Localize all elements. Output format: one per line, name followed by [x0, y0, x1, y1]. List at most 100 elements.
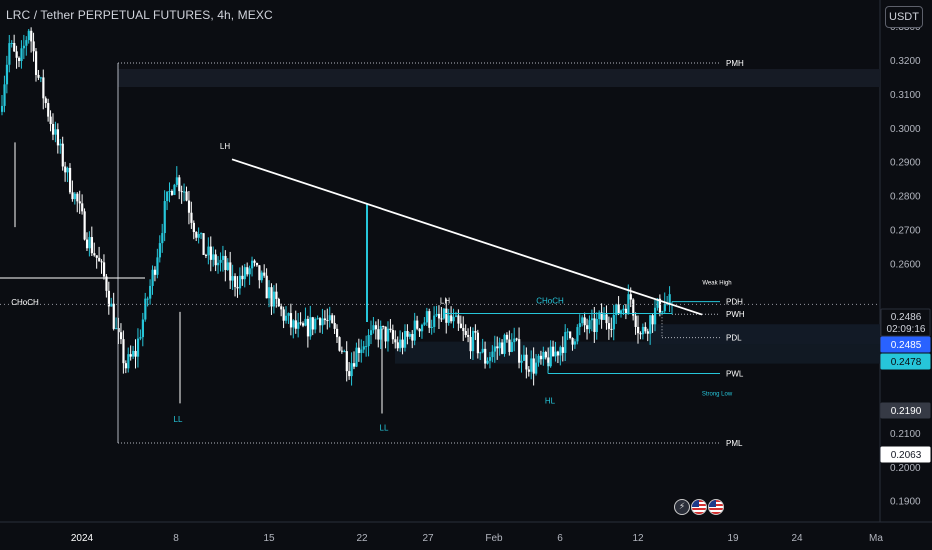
candle-body [571, 338, 574, 345]
level-label-pdh: PDH [726, 298, 743, 307]
candle-body [156, 257, 159, 275]
candle-body [428, 311, 431, 328]
candle-body [180, 191, 183, 193]
candle-body [593, 318, 596, 333]
candle-body [624, 308, 628, 315]
us-flag-icon[interactable] [691, 499, 707, 515]
candle-body [622, 308, 625, 311]
candle-body [343, 351, 346, 353]
key-levels: PMH PDH PWH PDL PWL PML [118, 59, 745, 448]
candle-body [20, 48, 23, 62]
candle-body [649, 315, 652, 334]
flash-icon[interactable]: ⚡ [674, 499, 690, 515]
candle-body [85, 239, 89, 249]
candle-body [437, 313, 441, 319]
candle-body [488, 357, 492, 361]
candle-body [637, 326, 640, 334]
candle-body [166, 191, 169, 202]
candle-body [447, 315, 450, 323]
candle-body [81, 203, 84, 212]
annotation-lh: LH [440, 296, 450, 305]
candle-body [163, 201, 166, 234]
candle-body [508, 339, 511, 352]
candle-body [617, 304, 620, 315]
price-tag-value: 0.2485 [891, 340, 922, 351]
candle-body [292, 320, 295, 328]
candle-body [556, 351, 560, 356]
candle-body [110, 303, 113, 307]
price-tag-bg [880, 402, 931, 419]
candle-body [641, 326, 645, 335]
candle-body [314, 319, 317, 330]
candle-body [119, 332, 123, 340]
candle-body [285, 315, 288, 321]
candle-body [644, 326, 647, 332]
time-tick-label: 15 [263, 533, 275, 544]
candle-body [277, 298, 280, 307]
candle-body [117, 328, 120, 333]
candle-body [615, 304, 618, 316]
price-tag: 0.2485 [880, 336, 931, 353]
price-tick-label: 0.3200 [890, 56, 921, 67]
candle-body [37, 74, 40, 78]
time-tick-label: 12 [632, 533, 644, 544]
candle-body [49, 116, 52, 125]
candle-body [158, 243, 161, 258]
us-flag-icon[interactable] [708, 499, 724, 515]
candle-body [498, 342, 501, 349]
candle-body [47, 103, 50, 117]
candle-body [471, 331, 475, 352]
price-tick-label: 0.3100 [890, 90, 921, 101]
candle-body [445, 308, 448, 323]
price-tag: 0.2190 [880, 402, 931, 419]
footer-badges: ⚡ [674, 499, 724, 515]
candle-body [83, 211, 86, 240]
candle-body [569, 331, 572, 339]
candle-body [510, 342, 513, 352]
candle-body [406, 331, 409, 337]
candle-body [386, 328, 390, 342]
candle-body [382, 326, 385, 328]
candle-body [452, 316, 455, 322]
candle-body [379, 326, 382, 340]
currency-button[interactable]: USDT [885, 6, 923, 28]
candle-body [78, 201, 81, 204]
candle-body [100, 261, 103, 263]
candle-body [481, 348, 484, 353]
candle-body [105, 276, 108, 291]
price-tick-label: 0.2900 [890, 158, 921, 169]
candle-body [112, 303, 115, 329]
candle-body [520, 360, 523, 363]
level-label-pml: PML [726, 439, 743, 448]
candle-body [185, 191, 188, 201]
candle-body [440, 318, 443, 320]
candle-body [265, 275, 268, 299]
candle-body [136, 338, 140, 357]
trendline [231, 158, 703, 316]
candle-body [17, 57, 21, 62]
candle-body [183, 191, 186, 193]
candle-body [442, 308, 446, 319]
candle-body [297, 322, 300, 329]
candle-body [219, 259, 222, 263]
candle-body [190, 212, 193, 223]
candle-body [384, 326, 387, 342]
candle-body [304, 318, 307, 326]
candle-body [573, 341, 577, 345]
candle-body [209, 246, 212, 260]
candle-body [586, 325, 589, 330]
candle-body [418, 328, 421, 332]
candle-body [352, 363, 356, 367]
candle-body [241, 275, 244, 280]
candle-body [357, 347, 361, 353]
candle-body [479, 352, 482, 354]
candle-body [469, 336, 472, 352]
candle-body [374, 325, 378, 330]
candle-body [634, 315, 637, 327]
candle-body [338, 337, 341, 351]
candle-body [377, 329, 380, 340]
candle-body [403, 331, 407, 348]
candle-body [564, 332, 567, 353]
